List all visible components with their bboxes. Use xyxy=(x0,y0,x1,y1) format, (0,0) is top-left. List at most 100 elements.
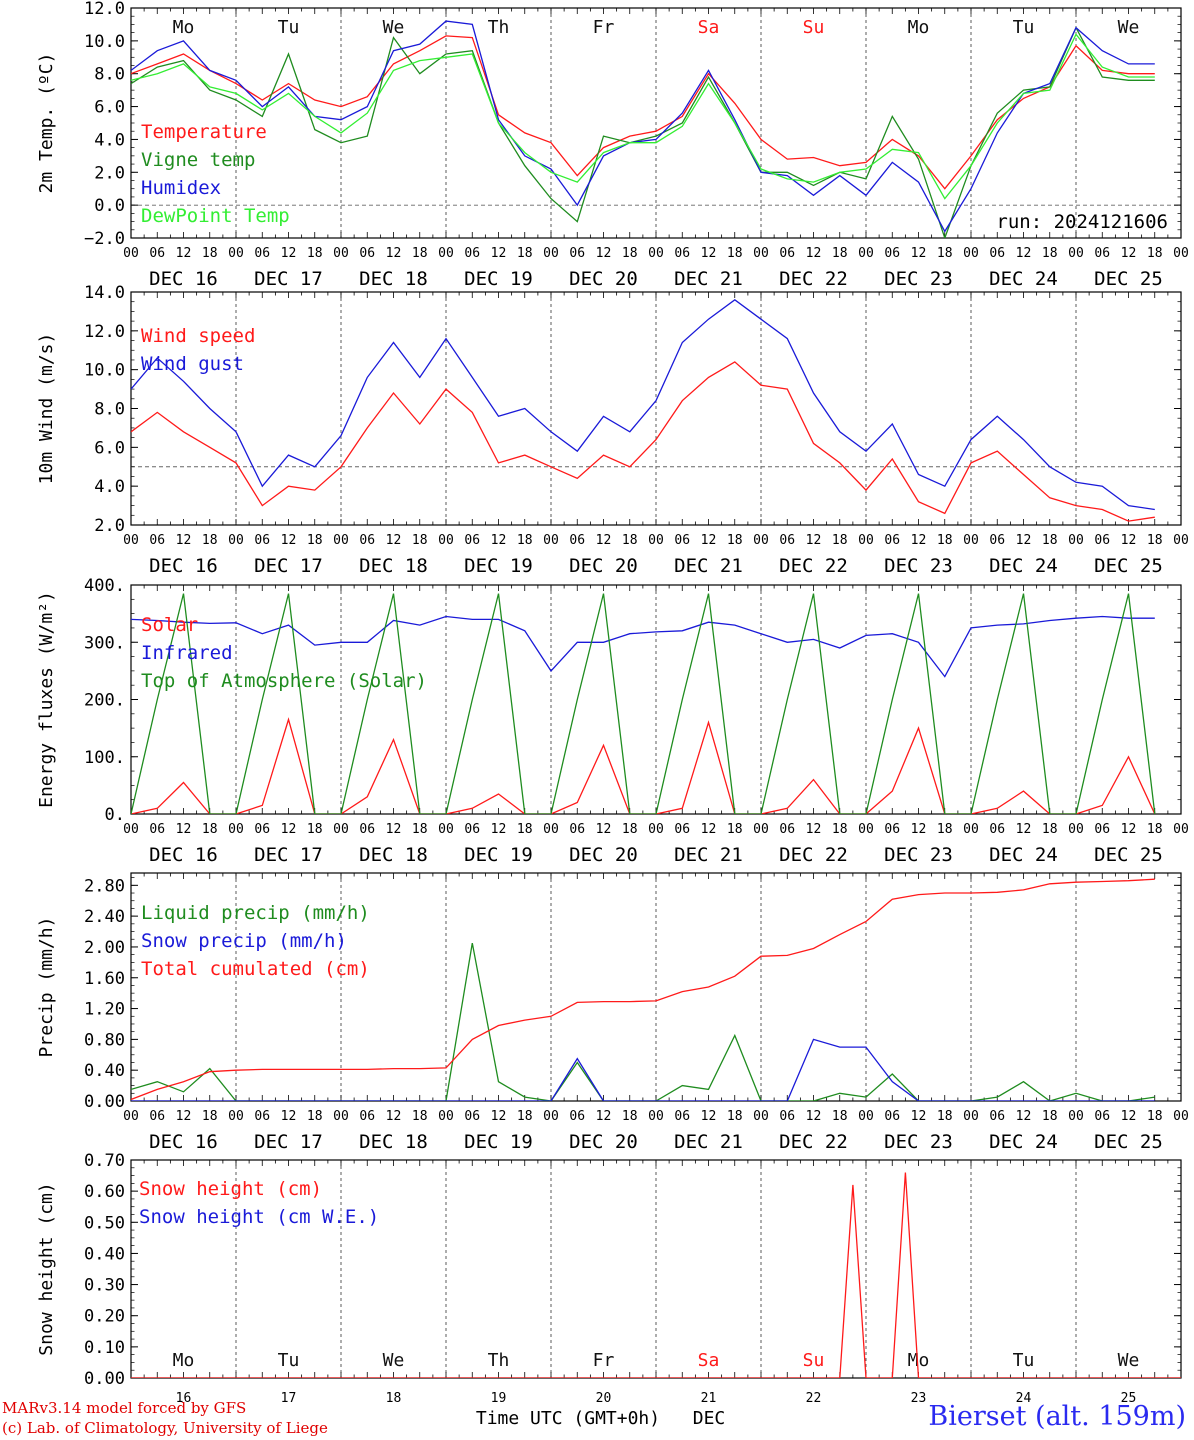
hour-tick-label: 06 xyxy=(779,1109,795,1124)
hour-tick-label: 12 xyxy=(701,246,717,261)
hour-tick-label: 00 xyxy=(333,1109,349,1124)
legend-entry: Total cumulated (cm) xyxy=(141,958,370,980)
hour-tick-label: 06 xyxy=(569,822,585,837)
hour-tick-label: 12 xyxy=(176,533,192,548)
hour-tick-label: 00 xyxy=(1068,822,1084,837)
y-tick-label: 0.80 xyxy=(84,1030,125,1050)
date-label: DEC 16 xyxy=(149,268,218,290)
date-label: DEC 19 xyxy=(464,844,533,866)
y-tick-label: 12.0 xyxy=(84,322,125,342)
hour-tick-label: 12 xyxy=(176,822,192,837)
hour-tick-label: 00 xyxy=(123,1109,139,1124)
legend-entry: Wind speed xyxy=(141,325,255,347)
hour-tick-label: 18 xyxy=(937,533,953,548)
hour-tick-label: 00 xyxy=(753,246,769,261)
hour-tick-label: 12 xyxy=(911,1109,927,1124)
hour-tick-label: 12 xyxy=(806,533,822,548)
y-tick-label: 1.20 xyxy=(84,1000,125,1020)
hour-tick-label: 18 xyxy=(1147,246,1163,261)
hour-tick-label: 06 xyxy=(989,246,1005,261)
hour-tick-label: 00 xyxy=(1173,246,1189,261)
series-line-2 xyxy=(131,26,1155,238)
hour-tick-label: 12 xyxy=(911,822,927,837)
hour-tick-label: 00 xyxy=(1068,533,1084,548)
hour-tick-label: 00 xyxy=(648,246,664,261)
series-line-1 xyxy=(131,717,1156,814)
x-axis-title: Time UTC (GMT+0h) DEC xyxy=(476,1408,725,1429)
hour-tick-label: 06 xyxy=(674,246,690,261)
hour-tick-label: 12 xyxy=(176,1109,192,1124)
hour-tick-label: 18 xyxy=(937,822,953,837)
hour-tick-label: 06 xyxy=(674,822,690,837)
y-tick-label: 0.10 xyxy=(84,1338,125,1358)
hour-tick-label: 06 xyxy=(464,822,480,837)
hour-tick-label: 12 xyxy=(281,1109,297,1124)
weekday-label: Th xyxy=(488,17,510,38)
weekday-label: We xyxy=(1118,1350,1140,1371)
date-label: DEC 16 xyxy=(149,555,218,577)
hour-tick-label: 00 xyxy=(333,533,349,548)
date-label: DEC 25 xyxy=(1094,268,1163,290)
hour-tick-label: 06 xyxy=(359,246,375,261)
y-tick-label: 2.40 xyxy=(84,907,125,927)
weekday-label: Fr xyxy=(593,17,615,38)
hour-tick-label: 12 xyxy=(1016,1109,1032,1124)
hour-tick-label: 12 xyxy=(806,822,822,837)
hour-tick-label: 06 xyxy=(359,533,375,548)
y-axis-label: 2m Temp. (ºC) xyxy=(36,53,57,194)
hour-tick-label: 00 xyxy=(1068,1109,1084,1124)
weekday-label: Su xyxy=(803,1350,825,1371)
day-number-label: 22 xyxy=(806,1391,822,1406)
hour-tick-label: 00 xyxy=(1173,533,1189,548)
hour-tick-label: 12 xyxy=(596,246,612,261)
date-label: DEC 18 xyxy=(359,555,428,577)
y-tick-label: 0.60 xyxy=(84,1182,125,1202)
y-tick-label: 14.0 xyxy=(84,283,125,303)
day-number-label: 23 xyxy=(911,1391,927,1406)
date-label: DEC 16 xyxy=(149,1131,218,1153)
hour-tick-label: 12 xyxy=(1121,246,1137,261)
hour-tick-label: 06 xyxy=(674,1109,690,1124)
hour-tick-label: 06 xyxy=(569,246,585,261)
chart-panel-4: 0.00 0.40 0.80 1.20 1.60 2.00 2.40 2.80 Precip (… xyxy=(36,872,1189,1153)
y-tick-label: 2.80 xyxy=(84,876,125,896)
hour-tick-label: 06 xyxy=(149,822,165,837)
legend-entry: Top of Atmosphere (Solar) xyxy=(141,670,427,692)
hour-tick-label: 18 xyxy=(832,822,848,837)
hour-tick-label: 18 xyxy=(1147,533,1163,548)
hour-tick-label: 18 xyxy=(412,1109,428,1124)
weekday-label: Sa xyxy=(698,17,720,38)
weekday-label: Th xyxy=(488,1350,510,1371)
series-line-1 xyxy=(131,361,1155,522)
weekday-label: Fr xyxy=(593,1350,615,1371)
model-credit: MARv3.14 model forced by GFS xyxy=(2,1399,247,1417)
hour-tick-label: 18 xyxy=(307,246,323,261)
hour-tick-label: 00 xyxy=(1068,246,1084,261)
hour-tick-label: 00 xyxy=(123,246,139,261)
hour-tick-label: 00 xyxy=(963,822,979,837)
hour-tick-label: 12 xyxy=(1016,246,1032,261)
y-tick-label: 0.30 xyxy=(84,1276,125,1296)
hour-tick-label: 18 xyxy=(307,533,323,548)
series-line-2 xyxy=(131,1038,1155,1101)
hour-tick-label: 12 xyxy=(176,246,192,261)
hour-tick-label: 12 xyxy=(281,533,297,548)
hour-tick-label: 00 xyxy=(1173,1109,1189,1124)
legend-entry: Snow height (cm) xyxy=(139,1178,322,1200)
hour-tick-label: 00 xyxy=(333,246,349,261)
hour-tick-label: 12 xyxy=(491,822,507,837)
lab-credit: (c) Lab. of Climatology, University of L… xyxy=(2,1419,328,1437)
legend-entry: Solar xyxy=(141,614,198,636)
y-axis-label: Energy fluxes (W/m²) xyxy=(36,591,57,808)
hour-tick-label: 06 xyxy=(254,246,270,261)
day-number-label: 20 xyxy=(596,1391,612,1406)
date-label: DEC 23 xyxy=(884,555,953,577)
hour-tick-label: 06 xyxy=(254,533,270,548)
y-tick-label: 2.0 xyxy=(94,516,125,536)
weekday-label: Mo xyxy=(173,1350,195,1371)
hour-tick-label: 06 xyxy=(149,246,165,261)
y-tick-label: 0.50 xyxy=(84,1213,125,1233)
hour-tick-label: 18 xyxy=(832,246,848,261)
hour-tick-label: 06 xyxy=(254,822,270,837)
